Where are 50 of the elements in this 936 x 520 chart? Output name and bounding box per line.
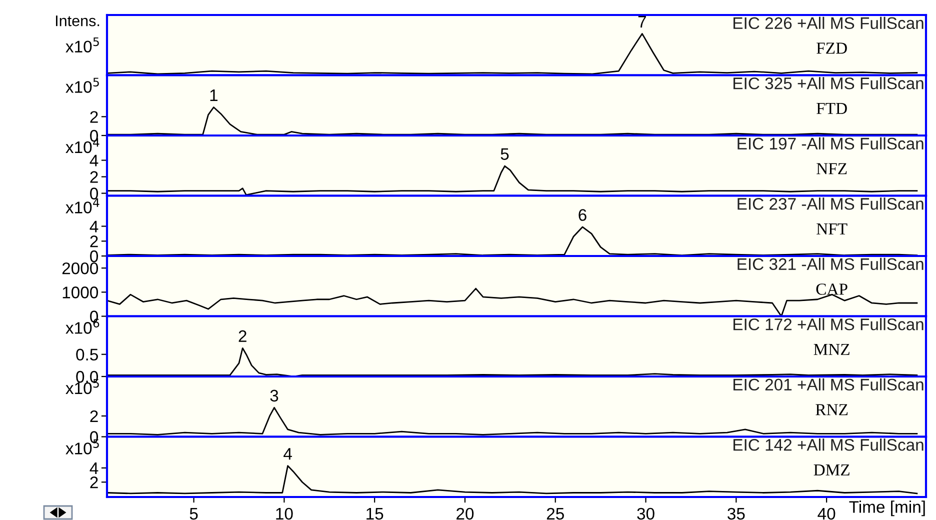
annotation: 6 xyxy=(578,209,586,221)
y-tick-label: 4 xyxy=(90,154,98,166)
y-tick-label: 1000 xyxy=(62,286,98,298)
chart-title: EIC 142 +All MS FullScan xyxy=(734,438,924,451)
annotation: 3 xyxy=(270,390,278,402)
x-tick-label: 40 xyxy=(818,508,836,520)
x-tick-label: 35 xyxy=(728,508,745,520)
text: CAP xyxy=(816,284,848,295)
y-tick-label: 2 xyxy=(90,476,98,488)
chart-title: EIC 201 +All MS FullScan xyxy=(734,378,924,391)
y-tick-label: 2 xyxy=(90,171,98,183)
y-tick-label: 0.5 xyxy=(76,348,98,361)
chart-title: EIC 197 -All MS FullScan xyxy=(738,137,924,150)
annotation: 7 xyxy=(638,16,646,28)
x-tick-label: 25 xyxy=(546,508,564,520)
x-tick-label: 15 xyxy=(366,508,384,520)
y-tick-label: 0 xyxy=(90,188,98,200)
y-tick-label: 2 xyxy=(90,236,98,248)
x-tick-label: 5 xyxy=(190,508,198,520)
x-tick-label: 30 xyxy=(637,508,654,520)
y-tick-label: 4 xyxy=(90,220,98,232)
text: Intens. xyxy=(56,16,100,26)
chart-title: EIC 172 +All MS FullScan xyxy=(734,318,924,330)
annotation: 5 xyxy=(500,148,509,160)
text: DMZ xyxy=(814,464,850,476)
x-tick-label: 10 xyxy=(276,508,293,520)
text: FTD xyxy=(816,102,847,114)
text: NFZ xyxy=(816,163,847,174)
x-tick-label: 20 xyxy=(456,508,474,520)
chart-title: EIC 325 +All MS FullScan xyxy=(734,77,924,90)
y-tick-label: 2000 xyxy=(62,262,98,274)
y-tick-label: 4 xyxy=(90,462,98,474)
annotation: 2 xyxy=(238,330,246,342)
annotation: 4 xyxy=(284,448,292,460)
text: NFT xyxy=(816,223,848,234)
y-tick-label: 0 xyxy=(90,250,98,262)
y-axis-title: x10$^{5}$ xyxy=(66,78,99,93)
y-tick-label: 2 xyxy=(90,410,98,422)
text: RNZ xyxy=(816,404,848,416)
chart-title: EIC 237 -All MS FullScan xyxy=(738,198,924,210)
chart-title: EIC 321 -All MS FullScan xyxy=(738,258,924,270)
text: MNZ xyxy=(814,344,850,355)
line-series xyxy=(107,465,918,494)
annotation: 1 xyxy=(210,90,218,102)
x-axis-title: Time [min] xyxy=(849,500,925,516)
chart-subtitle: FZD xyxy=(816,42,847,54)
chart-title: EIC 226 +All MS FullScan xyxy=(734,16,924,30)
y-tick-label: 2 xyxy=(90,111,98,123)
y-axis-title: x10$^{4}$ xyxy=(66,198,100,214)
y-axis-title: x10$^{5}$ xyxy=(66,37,99,52)
